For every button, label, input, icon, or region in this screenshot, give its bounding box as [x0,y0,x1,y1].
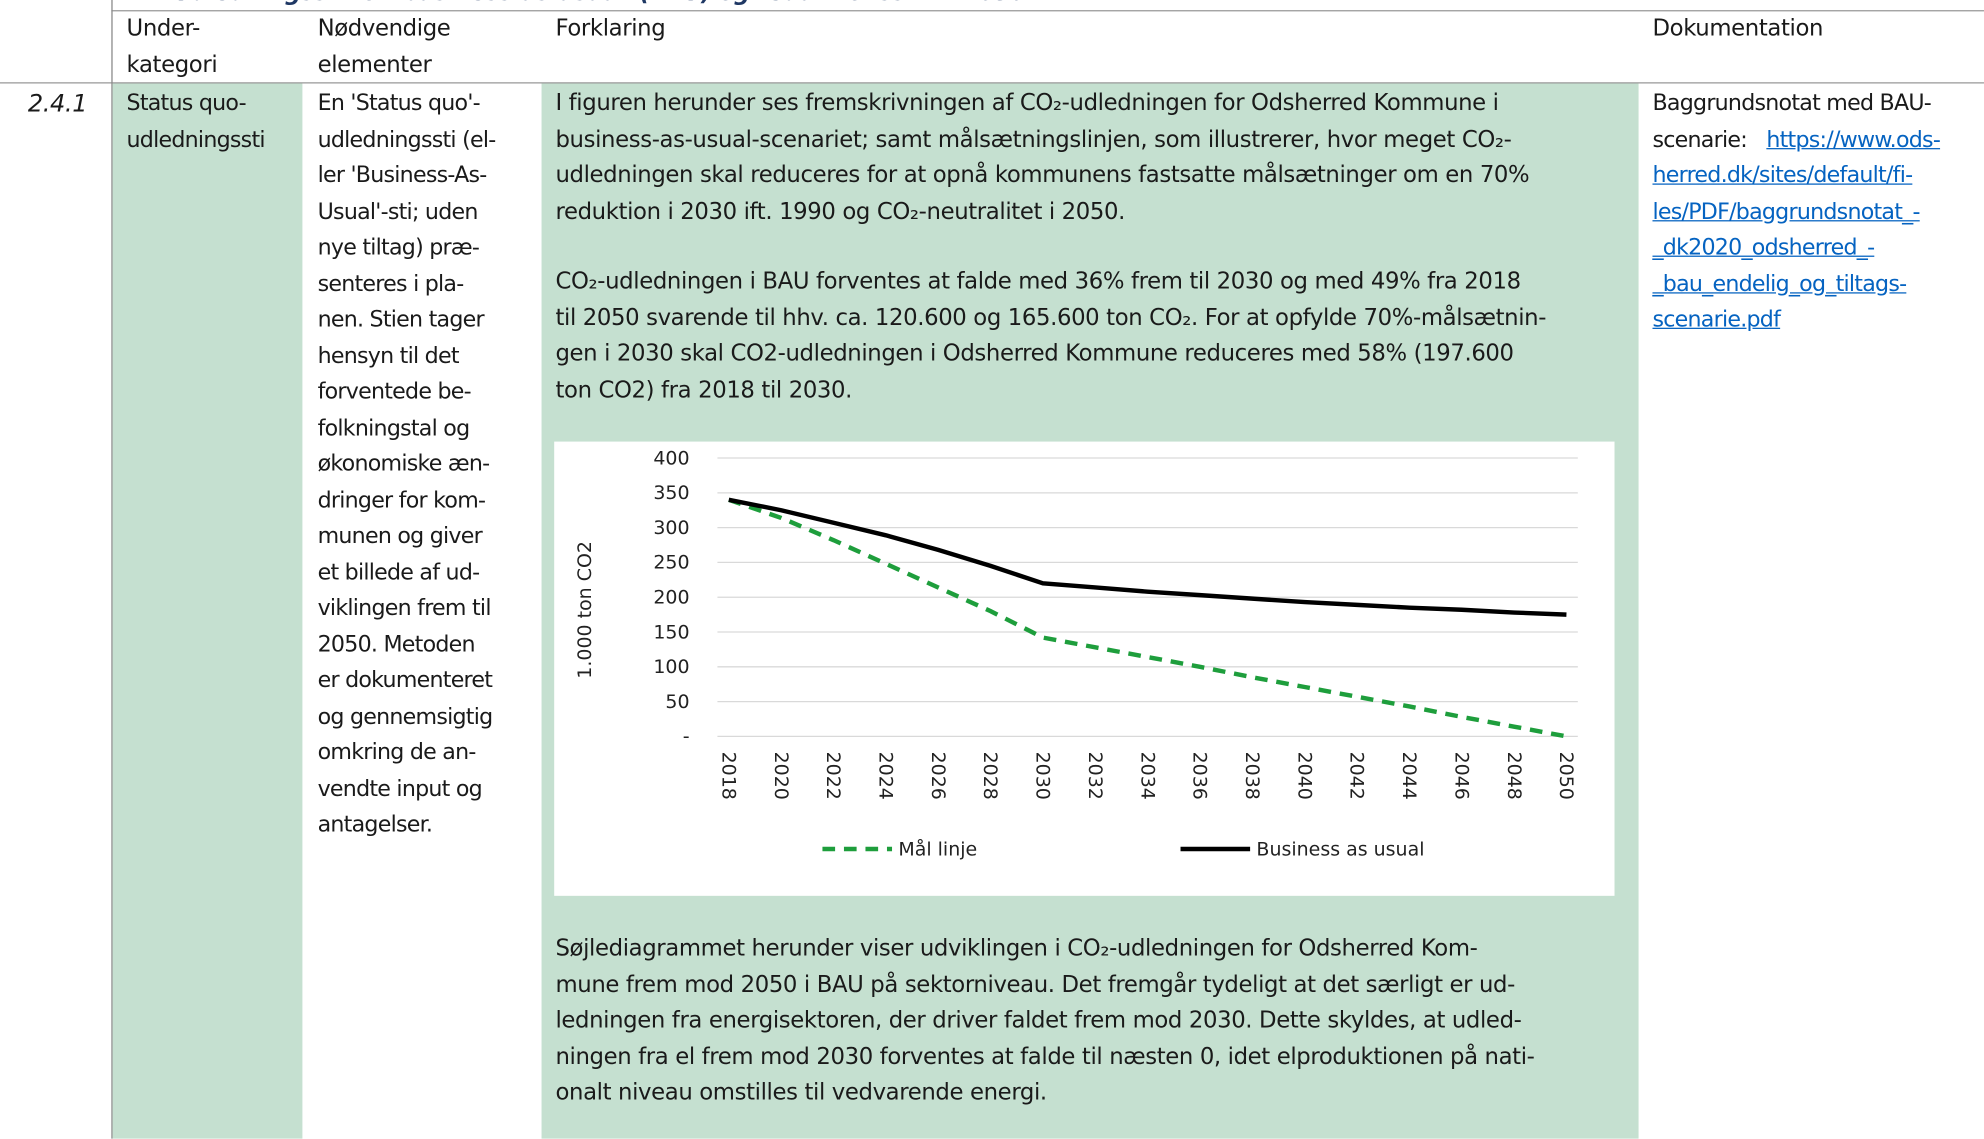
paragraph-line: ton CO2) fra 2018 til 2030. [555,376,853,403]
header-cell: Nødvendige [317,15,451,42]
x-tick-label: 2040 [1293,752,1315,800]
element-line: forventede be- [317,379,472,405]
doc-link[interactable]: _bau_endelig_og_tiltags- [1652,271,1907,297]
element-line: senteres i pla- [317,271,465,297]
paragraph-line: gen i 2030 skal CO2-udledningen i Odsher… [555,340,1514,367]
x-tick-label: 2034 [1136,752,1158,800]
x-tick-label: 2032 [1084,752,1106,800]
doc-link[interactable]: les/PDF/baggrundsnotat_- [1652,199,1920,225]
element-line: et billede af ud- [317,559,481,586]
series-line [728,497,1567,617]
subcategory: Status quo- [126,91,247,117]
paragraph-line: ningen fra el frem mod 2030 forventes at… [555,1043,1535,1070]
row-number: 2.4.1 [27,89,88,118]
element-line: udledningssti (el- [317,127,497,153]
element-line: omkring de an- [317,740,477,766]
element-line: ler 'Business-As- [317,163,488,189]
paragraph-line: udledningen skal reduceres for at opnå k… [555,161,1530,189]
x-tick-label: 2042 [1346,752,1368,800]
y-axis-title: 1.000 ton CO2 [574,541,596,679]
x-tick-label: 2030 [1032,752,1054,800]
legend-label: Business as usual [1256,838,1424,860]
paragraph-line: Søjlediagrammet herunder viser udvikling… [555,935,1478,962]
element-line: er dokumenteret [317,668,493,694]
paragraph-line: onalt niveau omstilles til vedvarende en… [555,1079,1047,1106]
element-line: folkningstal og [317,415,471,441]
y-tick-label: 50 [665,691,689,713]
element-line: Usual'-sti; uden [317,199,479,225]
doc-link[interactable]: https://www.ods- [1766,127,1941,153]
y-tick-label: 200 [653,587,689,609]
element-line: hensyn til det [317,343,460,369]
header-cell: elementer [317,51,432,78]
y-tick-label: 300 [653,517,689,539]
chart-box [554,441,1615,896]
series-line [728,497,1567,739]
element-line: og gennemsigtig [317,704,494,730]
y-tick-label: 150 [653,621,689,643]
doc-link[interactable]: _dk2020_odsherred_- [1652,235,1875,261]
y-tick-label: 100 [653,656,689,678]
paragraph-line: ledningen fra energisektoren, der driver… [555,1007,1522,1034]
paragraph-line: mune frem mod 2050 i BAU på sektorniveau… [555,971,1515,998]
x-tick-label: 2038 [1241,752,1263,800]
element-line: nye tiltag) præ- [317,235,480,261]
paragraph-line: reduktion i 2030 ift. 1990 og CO₂-neutra… [555,198,1125,225]
element-line: antagelser. [317,812,433,838]
header-cell: Forklaring [555,15,666,42]
header-rule [0,82,1984,84]
y-tick-label: 400 [653,447,689,469]
x-tick-label: 2044 [1398,752,1420,800]
section-title: 2.4 Udledningssti for 'business-as-usual… [127,0,1026,12]
doc-link[interactable]: herred.dk/sites/default/fi- [1652,163,1913,189]
x-tick-label: 2026 [927,752,949,800]
y-tick-label: 250 [653,552,689,574]
doc-text: scenarie: [1652,127,1747,153]
x-tick-label: 2050 [1555,752,1577,800]
doc-link[interactable]: scenarie.pdf [1652,307,1781,333]
header-cell: kategori [126,51,218,78]
element-line: 2050. Metoden [317,632,476,658]
x-tick-label: 2036 [1189,752,1211,800]
paragraph-line: I figuren herunder ses fremskrivningen a… [555,89,1499,117]
header-cell: Dokumentation [1652,15,1824,42]
element-line: nen. Stien tager [317,307,485,333]
x-tick-label: 2020 [770,752,792,800]
x-tick-label: 2048 [1503,752,1525,800]
x-tick-label: 2022 [822,752,844,800]
x-tick-label: 2046 [1450,752,1472,800]
x-tick-label: 2018 [717,752,739,800]
legend-label: Mål linje [898,837,977,860]
element-line: viklingen frem til [317,595,492,622]
y-tick-label: 350 [653,482,689,504]
paragraph-line: til 2050 svarende til hhv. ca. 120.600 o… [555,304,1547,331]
element-line: dringer for kom- [317,487,486,514]
y-tick-label: - [683,726,690,748]
element-line: økonomiske æn- [317,451,491,478]
x-tick-label: 2028 [979,752,1001,800]
doc-text: Baggrundsnotat med BAU- [1652,91,1932,117]
x-tick-label: 2024 [875,752,897,800]
header-cell: Under- [126,15,201,42]
element-line: munen og giver [317,523,483,550]
column-rule [111,0,113,1139]
element-line: En 'Status quo'- [317,91,481,117]
paragraph-line: CO₂-udledningen i BAU forventes at falde… [555,268,1521,295]
cell-bg [112,83,303,1139]
section-bar [111,0,1984,12]
element-line: vendte input og [317,776,483,802]
paragraph-line: business-as-usual-scenariet; samt målsæt… [555,125,1512,153]
subcategory: udledningssti [126,127,266,153]
